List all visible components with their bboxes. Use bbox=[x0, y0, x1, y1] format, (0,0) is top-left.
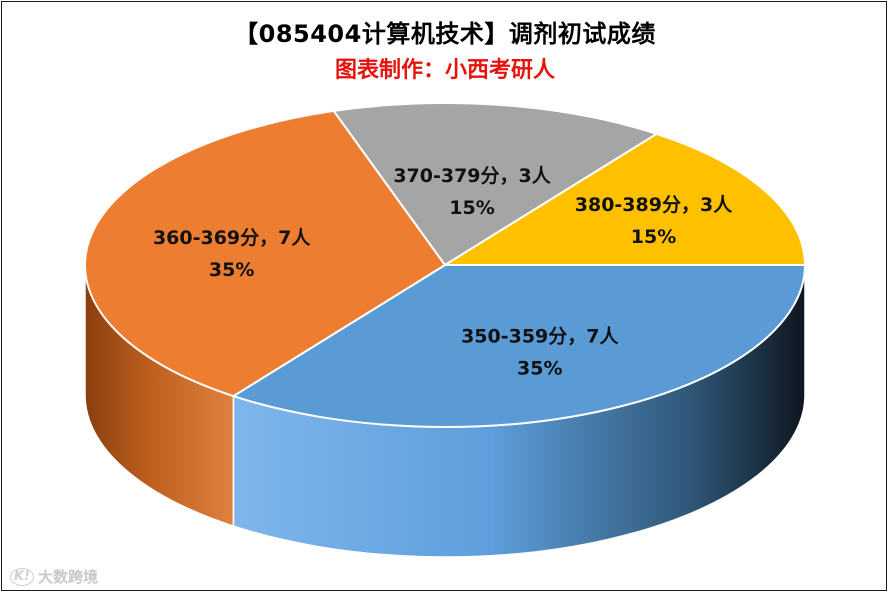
slice-percent-4: 15% bbox=[631, 226, 676, 248]
slice-label-4: 380-389分，3人 bbox=[575, 194, 733, 216]
chart-subtitle: 图表制作：小西考研人 bbox=[334, 58, 555, 83]
watermark-logo-icon: K! bbox=[10, 567, 34, 586]
slice-label-3: 370-379分，3人 bbox=[393, 165, 551, 187]
pie-slice-1 bbox=[231, 264, 807, 428]
watermark: K! 大数跨境 bbox=[10, 566, 98, 587]
pie-slice-3 bbox=[331, 102, 659, 267]
chart-title: 【085404计算机技术】调剂初试成绩 bbox=[234, 20, 656, 48]
slice-percent-1: 35% bbox=[517, 358, 562, 380]
watermark-text: 大数跨境 bbox=[38, 568, 99, 586]
slice-percent-2: 35% bbox=[209, 259, 254, 281]
pie-slice-4 bbox=[441, 132, 807, 266]
pie-labels: 350-359分，7人 35% 360-369分，7人 35% 370-379分，3人 1… bbox=[153, 165, 733, 380]
pie-slice-2 bbox=[84, 109, 447, 398]
slice-percent-3: 15% bbox=[449, 197, 494, 219]
pie-top bbox=[84, 102, 807, 428]
slice-label-2: 360-369分，7人 bbox=[153, 227, 311, 249]
slice-label-1: 350-359分，7人 bbox=[461, 326, 619, 348]
